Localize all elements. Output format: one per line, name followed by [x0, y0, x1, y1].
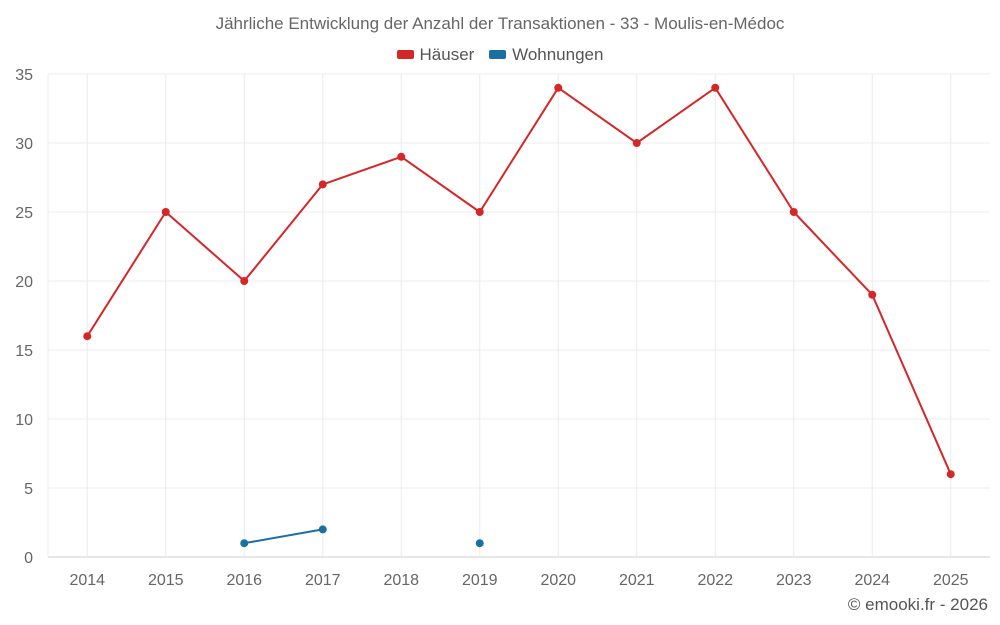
x-tick-label-2015: 2015 [148, 572, 184, 589]
x-tick-label-2019: 2019 [462, 572, 498, 589]
legend-label-haeuser: Häuser [419, 44, 475, 64]
legend: Häuser Wohnungen [0, 44, 1000, 65]
data-point-haeuser-2015 [161, 208, 170, 216]
legend-swatch-haeuser [396, 50, 414, 59]
data-point-wohnungen-2017 [318, 525, 327, 534]
x-tick-label-2018: 2018 [383, 572, 419, 589]
data-point-haeuser-2019 [475, 208, 484, 216]
x-tick-label-2025: 2025 [933, 572, 969, 589]
series-line-wohnungen-0 [244, 528, 323, 545]
chart-title: Jährliche Entwicklung der Anzahl der Tra… [215, 14, 785, 33]
x-tick-label-2024: 2024 [854, 572, 890, 589]
y-tick-label-25: 25 [15, 205, 33, 222]
data-point-haeuser-2016 [240, 277, 249, 285]
y-tick-label-10: 10 [15, 412, 33, 429]
data-point-haeuser-2017 [318, 180, 327, 189]
y-tick-label-5: 5 [24, 481, 33, 498]
y-tick-label-0: 0 [24, 550, 33, 567]
x-tick-label-2020: 2020 [540, 572, 576, 589]
data-point-wohnungen-2019 [475, 539, 484, 548]
y-tick-label-35: 35 [15, 67, 33, 84]
data-point-haeuser-2024 [868, 290, 877, 299]
data-point-wohnungen-2016 [240, 539, 249, 548]
x-tick-label-2016: 2016 [226, 572, 262, 589]
data-point-haeuser-2025 [946, 470, 955, 479]
legend-item-haeuser[interactable]: Häuser [396, 44, 475, 65]
data-point-haeuser-2021 [632, 139, 641, 147]
x-tick-label-2014: 2014 [69, 572, 105, 589]
legend-label-wohnungen: Wohnungen [512, 44, 604, 64]
x-tick-label-2021: 2021 [619, 572, 655, 589]
data-point-haeuser-2023 [789, 208, 798, 216]
x-tick-label-2017: 2017 [305, 572, 341, 589]
x-tick-label-2022: 2022 [697, 572, 733, 589]
data-point-haeuser-2022 [711, 83, 720, 92]
y-tick-label-15: 15 [15, 343, 33, 360]
data-point-haeuser-2018 [397, 152, 406, 161]
x-tick-label-2023: 2023 [776, 572, 812, 589]
series-line-haeuser-0 [86, 86, 952, 475]
y-tick-label-30: 30 [15, 136, 33, 153]
y-tick-label-20: 20 [15, 274, 33, 291]
data-point-haeuser-2020 [554, 83, 563, 92]
legend-item-wohnungen[interactable]: Wohnungen [489, 45, 603, 65]
credit-text: © emooki.fr - 2026 [847, 595, 988, 614]
legend-swatch-wohnungen [489, 50, 507, 59]
data-point-haeuser-2014 [83, 332, 92, 341]
